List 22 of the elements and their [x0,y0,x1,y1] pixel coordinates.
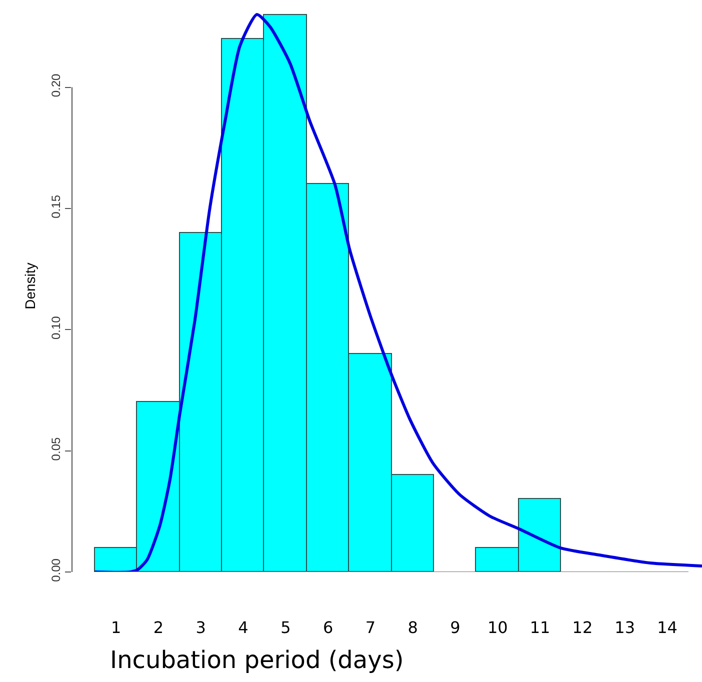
y-tick-label: 0.20 [49,73,64,98]
x-tick-label: 9 [450,618,460,637]
y-axis-title: Density [22,262,38,310]
x-tick-label: 3 [196,618,206,637]
y-tick-label: 0.00 [49,558,64,582]
x-tick-label: 2 [153,618,164,637]
x-tick-label: 7 [365,618,376,637]
x-tick-label: 4 [238,618,248,637]
y-tick-label: 0.05 [49,437,64,461]
x-tick-label: 12 [572,618,593,637]
x-tick-label: 5 [280,618,291,637]
y-tick-label: 0.10 [49,316,64,340]
x-axis-title: Incubation period (days) [110,646,404,674]
line-series [93,13,702,572]
x-tick-label: 6 [322,618,334,637]
x-tick-label: 8 [408,618,418,637]
x-tick-label: 1 [110,618,122,637]
x-tick-label: 11 [530,618,550,637]
x-tick-label: 10 [487,618,508,637]
x-tick-label: 14 [657,618,678,637]
y-tick-label: 0.15 [49,194,64,218]
x-tick-label: 13 [614,618,636,637]
